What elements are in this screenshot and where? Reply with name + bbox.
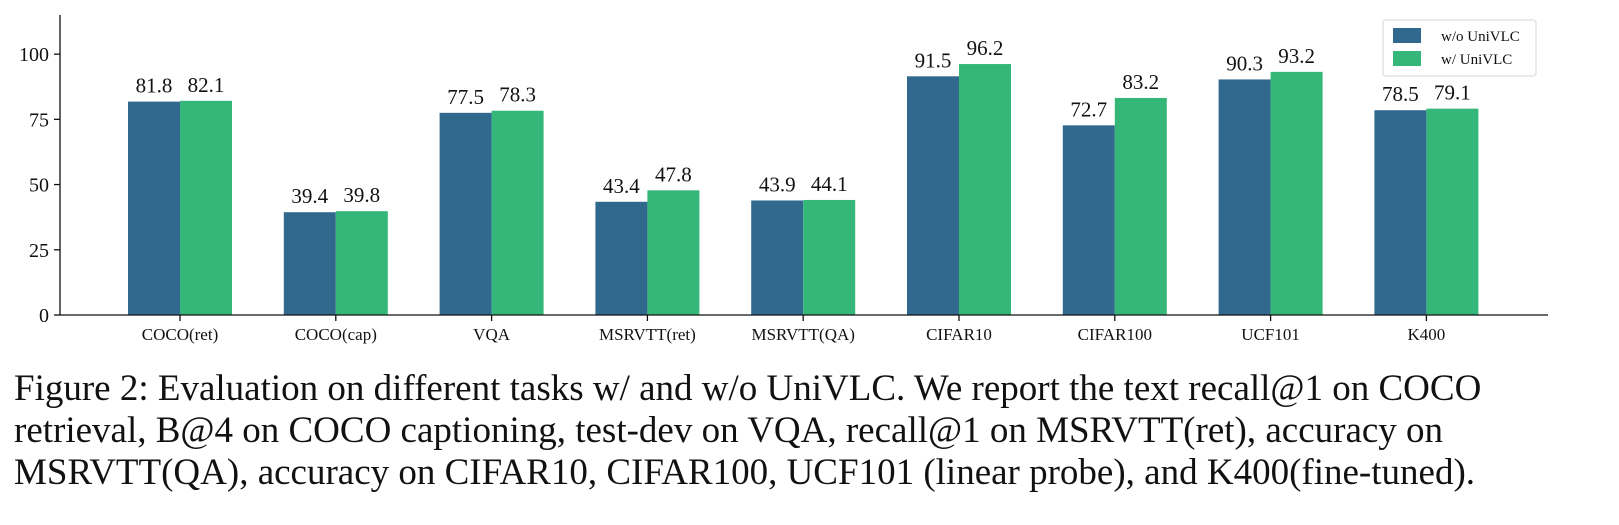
data-label: 39.4 xyxy=(291,184,328,208)
data-label: 72.7 xyxy=(1070,97,1107,121)
bar-chart: 81.8 82.1 39.4 39.8 77.5 78.3 43.4 47.8 43.9 44.1… xyxy=(19,15,1548,344)
y-axis: 0 25 50 75 100 xyxy=(19,15,61,327)
bar xyxy=(1374,110,1427,315)
x-tick-label: VQA xyxy=(473,325,511,344)
data-label: 78.3 xyxy=(499,83,536,107)
data-label: 83.2 xyxy=(1122,70,1159,94)
x-axis: COCO(ret) COCO(cap) VQA MSRVTT(ret) MSRVTT(Q… xyxy=(60,314,1548,344)
x-tick-label: CIFAR100 xyxy=(1078,325,1152,344)
x-tick-label: CIFAR10 xyxy=(926,325,992,344)
value-labels-layer: 81.8 82.1 39.4 39.8 77.5 78.3 43.4 47.8 43.9 44.1… xyxy=(136,36,1471,208)
y-tick-label: 0 xyxy=(39,305,49,327)
bar xyxy=(1114,97,1167,316)
data-label: 47.8 xyxy=(655,162,692,186)
y-tick-label: 100 xyxy=(19,44,49,66)
bar xyxy=(128,101,180,315)
legend-label: w/ UniVLC xyxy=(1441,52,1512,68)
data-label: 77.5 xyxy=(447,85,484,109)
bar xyxy=(1062,125,1115,315)
data-label: 91.5 xyxy=(915,48,952,72)
data-label: 96.2 xyxy=(967,36,1004,60)
legend: w/o UniVLC w/ UniVLC xyxy=(1382,19,1537,77)
x-tick-label: K400 xyxy=(1408,325,1446,344)
data-label: 90.3 xyxy=(1226,51,1263,75)
bar xyxy=(907,76,959,315)
x-tick-label: COCO(ret) xyxy=(142,325,218,344)
bar xyxy=(335,211,388,315)
bar xyxy=(595,201,648,315)
bar xyxy=(1218,79,1271,315)
bar xyxy=(439,112,492,316)
data-label: 44.1 xyxy=(811,172,848,196)
bar xyxy=(1426,108,1479,315)
y-tick-label: 25 xyxy=(29,240,49,262)
legend-swatch xyxy=(1393,28,1421,43)
y-tick-label: 75 xyxy=(29,109,49,131)
bars-layer xyxy=(128,64,1479,316)
bar xyxy=(283,212,336,315)
data-label: 82.1 xyxy=(188,73,225,97)
data-label: 43.9 xyxy=(759,172,796,196)
legend-swatch xyxy=(1393,51,1421,66)
y-tick-label: 50 xyxy=(29,175,49,197)
bar xyxy=(803,199,856,315)
bar xyxy=(1270,71,1323,315)
data-label: 93.2 xyxy=(1278,44,1315,68)
legend-label: w/o UniVLC xyxy=(1441,29,1520,45)
bar xyxy=(959,64,1011,315)
figure-caption: Figure 2: Evaluation on different tasks … xyxy=(14,368,1482,493)
data-label: 78.5 xyxy=(1382,82,1419,106)
bar xyxy=(751,200,804,315)
data-label: 43.4 xyxy=(603,174,640,198)
bar xyxy=(647,190,700,315)
data-label: 39.8 xyxy=(343,183,380,207)
bar xyxy=(491,110,544,315)
x-tick-label: MSRVTT(ret) xyxy=(599,325,696,344)
legend-box xyxy=(1382,19,1537,77)
bar xyxy=(180,100,232,316)
x-tick-label: COCO(cap) xyxy=(295,325,377,344)
x-tick-label: MSRVTT(QA) xyxy=(751,325,854,344)
data-label: 79.1 xyxy=(1434,81,1471,105)
x-tick-label: UCF101 xyxy=(1241,325,1300,344)
data-label: 81.8 xyxy=(136,74,173,98)
